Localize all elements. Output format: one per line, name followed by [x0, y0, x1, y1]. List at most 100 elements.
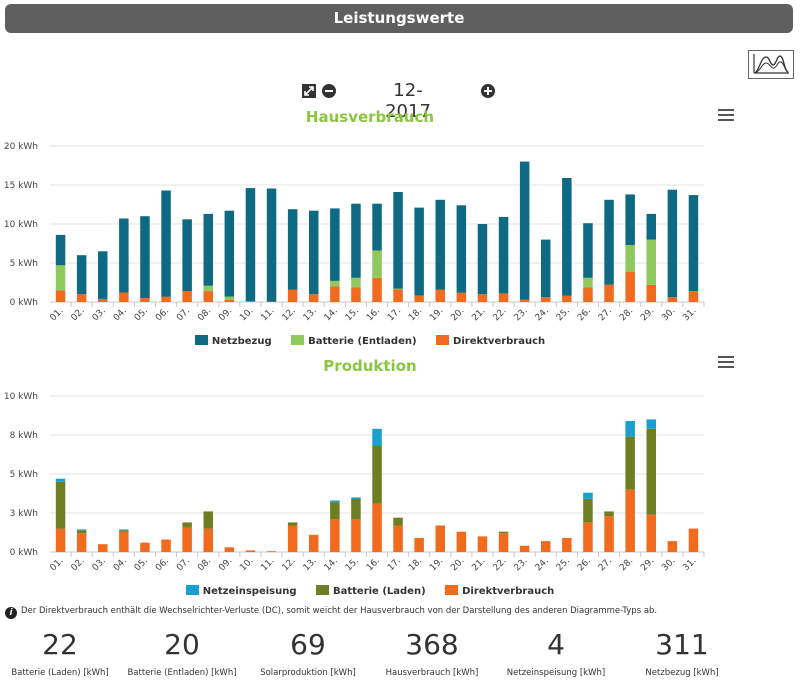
- bar-netzbezug[interactable]: [646, 213, 657, 240]
- bar-direktverbrauch[interactable]: [140, 298, 150, 302]
- bar-netzbezug[interactable]: [435, 199, 446, 290]
- bar-netzbezug[interactable]: [224, 210, 235, 297]
- chart-type-toggle-button[interactable]: [748, 50, 794, 79]
- legend-item-batterie-entladen[interactable]: Batterie (Entladen): [291, 335, 417, 347]
- bar-direktverbrauch[interactable]: [98, 298, 108, 302]
- bar-netzeinspeisung[interactable]: [583, 492, 593, 499]
- bar-netzeinspeisung[interactable]: [76, 529, 87, 531]
- legend-item-netzeinspeisung[interactable]: Netzeinspeisung: [185, 585, 297, 597]
- bar-direktverbrauch[interactable]: [562, 538, 572, 552]
- bar-direktverbrauch[interactable]: [351, 287, 361, 302]
- bar-batterie-laden[interactable]: [182, 522, 192, 528]
- bar-direktverbrauch[interactable]: [477, 536, 488, 552]
- bar-batterie-laden[interactable]: [393, 517, 403, 526]
- bar-direktverbrauch[interactable]: [625, 271, 635, 302]
- bar-direktverbrauch[interactable]: [76, 294, 87, 302]
- minus-circle-icon[interactable]: [322, 84, 336, 98]
- bar-direktverbrauch[interactable]: [688, 291, 699, 302]
- bar-netzbezug[interactable]: [519, 161, 530, 300]
- bar-direktverbrauch[interactable]: [393, 289, 403, 303]
- bar-netzeinspeisung[interactable]: [646, 419, 657, 429]
- bar-direktverbrauch[interactable]: [435, 289, 446, 303]
- bar-direktverbrauch[interactable]: [224, 547, 235, 552]
- bar-direktverbrauch[interactable]: [351, 519, 361, 552]
- bar-batterie-laden[interactable]: [625, 436, 635, 490]
- bar-direktverbrauch[interactable]: [498, 533, 509, 552]
- bar-direktverbrauch[interactable]: [76, 533, 87, 552]
- bar-direktverbrauch[interactable]: [119, 531, 129, 552]
- bar-netzbezug[interactable]: [667, 189, 678, 298]
- bar-direktverbrauch[interactable]: [583, 522, 593, 552]
- bar-direktverbrauch[interactable]: [266, 551, 277, 552]
- bar-netzbezug[interactable]: [330, 208, 340, 281]
- bar-direktverbrauch[interactable]: [498, 293, 509, 302]
- bar-netzbezug[interactable]: [688, 195, 699, 291]
- bar-direktverbrauch[interactable]: [435, 525, 446, 553]
- bar-batterie-entladen[interactable]: [203, 285, 214, 292]
- bar-direktverbrauch[interactable]: [667, 297, 678, 302]
- bar-direktverbrauch[interactable]: [119, 292, 129, 302]
- bar-netzeinspeisung[interactable]: [330, 500, 340, 503]
- legend-item-batterie-laden[interactable]: Batterie (Laden): [315, 585, 426, 597]
- bar-direktverbrauch[interactable]: [519, 299, 530, 302]
- bar-direktverbrauch[interactable]: [541, 297, 551, 302]
- bar-direktverbrauch[interactable]: [414, 538, 424, 552]
- bar-direktverbrauch[interactable]: [519, 545, 530, 552]
- bar-netzeinspeisung[interactable]: [351, 497, 361, 499]
- bar-direktverbrauch[interactable]: [583, 287, 593, 302]
- bar-netzbezug[interactable]: [414, 207, 424, 296]
- bar-netzbezug[interactable]: [604, 199, 614, 285]
- chart-menu-button-hausverbrauch[interactable]: [718, 109, 734, 123]
- bar-direktverbrauch[interactable]: [604, 516, 614, 552]
- bar-direktverbrauch[interactable]: [646, 514, 657, 552]
- bar-direktverbrauch[interactable]: [393, 525, 403, 553]
- bar-netzbezug[interactable]: [76, 255, 87, 295]
- bar-direktverbrauch[interactable]: [182, 291, 192, 302]
- bar-batterie-laden[interactable]: [203, 511, 214, 529]
- bar-netzeinspeisung[interactable]: [372, 428, 382, 446]
- bar-batterie-laden[interactable]: [119, 530, 129, 532]
- bar-batterie-laden[interactable]: [583, 499, 593, 523]
- bar-netzbezug[interactable]: [541, 239, 551, 298]
- bar-netzeinspeisung[interactable]: [55, 478, 66, 482]
- bar-batterie-entladen[interactable]: [372, 250, 382, 278]
- bar-netzbezug[interactable]: [372, 203, 382, 251]
- bar-direktverbrauch[interactable]: [330, 286, 340, 302]
- resize-icon[interactable]: [302, 84, 316, 98]
- bar-direktverbrauch[interactable]: [625, 489, 635, 552]
- bar-direktverbrauch[interactable]: [245, 301, 256, 302]
- bar-batterie-entladen[interactable]: [625, 245, 635, 272]
- bar-direktverbrauch[interactable]: [562, 295, 572, 302]
- legend-item-netzbezug[interactable]: Netzbezug: [194, 335, 272, 347]
- bar-netzbezug[interactable]: [203, 213, 214, 286]
- legend-item-direktverbrauch[interactable]: Direktverbrauch: [436, 335, 545, 347]
- bar-netzeinspeisung[interactable]: [119, 529, 129, 531]
- bar-direktverbrauch[interactable]: [667, 541, 678, 552]
- bar-netzbezug[interactable]: [309, 210, 319, 295]
- bar-batterie-entladen[interactable]: [55, 265, 66, 291]
- bar-batterie-entladen[interactable]: [583, 277, 593, 288]
- bar-batterie-laden[interactable]: [372, 445, 382, 504]
- bar-direktverbrauch[interactable]: [456, 292, 467, 302]
- bar-direktverbrauch[interactable]: [245, 550, 256, 552]
- bar-netzbezug[interactable]: [161, 190, 171, 297]
- chart-menu-button-produktion[interactable]: [718, 356, 734, 370]
- bar-netzbezug[interactable]: [456, 205, 467, 293]
- bar-direktverbrauch[interactable]: [477, 294, 488, 302]
- bar-netzbezug[interactable]: [55, 234, 66, 266]
- bar-netzbezug[interactable]: [625, 194, 635, 246]
- bar-netzbezug[interactable]: [119, 218, 129, 293]
- bar-batterie-laden[interactable]: [76, 530, 87, 534]
- bar-direktverbrauch[interactable]: [287, 525, 298, 553]
- bar-direktverbrauch[interactable]: [372, 277, 382, 302]
- bar-batterie-laden[interactable]: [646, 428, 657, 515]
- bar-batterie-laden[interactable]: [498, 531, 509, 534]
- bar-netzbezug[interactable]: [562, 178, 572, 296]
- bar-batterie-laden[interactable]: [604, 511, 614, 517]
- bar-netzbezug[interactable]: [393, 192, 403, 289]
- bar-batterie-laden[interactable]: [55, 481, 66, 529]
- bar-netzbezug[interactable]: [583, 223, 593, 278]
- bar-direktverbrauch[interactable]: [140, 542, 150, 552]
- bar-direktverbrauch[interactable]: [55, 528, 66, 552]
- bar-netzbezug[interactable]: [498, 217, 509, 294]
